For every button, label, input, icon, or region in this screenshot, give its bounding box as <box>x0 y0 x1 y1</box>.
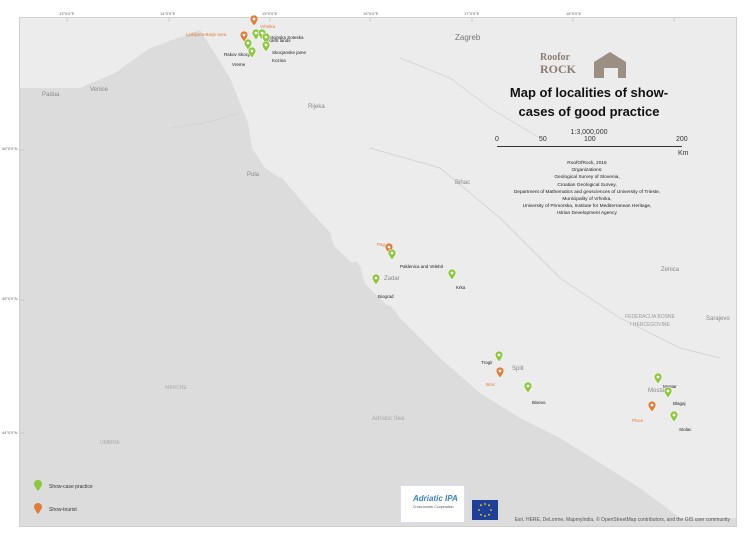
site-marker-pin-icon[interactable] <box>669 411 679 423</box>
credits: RoofOfRock, 2015 Organizations: Geologic… <box>492 160 682 218</box>
island <box>360 268 395 306</box>
site-marker-label: Pag <box>377 242 386 247</box>
border-line <box>369 147 721 359</box>
site-marker-label: Brac <box>486 382 496 387</box>
credit-line: Department of Mathematics and geoscience… <box>513 189 661 195</box>
map-title: Map of localities of show-cases of good … <box>509 85 669 119</box>
lat-label: 45°0'0"N <box>2 296 18 301</box>
site-marker-pin-icon[interactable] <box>247 47 257 59</box>
island <box>540 403 605 422</box>
lat-label: 46°0'0"N <box>2 146 18 151</box>
lon-label: 13°0'0"E <box>59 11 75 16</box>
legend-tourist-pin-icon <box>34 503 42 514</box>
site-marker-pin-icon[interactable] <box>494 351 504 363</box>
ipa-tagline: Cross-border Cooperation <box>413 505 454 509</box>
credit-line: Municipality of Vrhnika, <box>562 197 612 203</box>
site-marker-pin-icon[interactable] <box>387 249 397 261</box>
legend-tourist-label: Show-tourist <box>49 507 77 513</box>
place-zagreb: Zagreb <box>455 33 481 42</box>
eu-flag-icon <box>472 500 498 520</box>
site-marker-label: Vreme <box>232 62 246 67</box>
place-zenica: Zenica <box>661 267 680 273</box>
scale-ratio: 1:3,000,000 <box>570 129 608 136</box>
credit-line: Geological Survey of Slovenia, <box>554 175 620 181</box>
site-marker-pin-icon[interactable] <box>653 373 663 385</box>
site-marker-label: Paklenica and Velebit <box>400 264 444 269</box>
legend-case-label: Show-case practice <box>49 484 93 490</box>
ipa-programme: Adriatic IPA <box>413 494 458 503</box>
logo-rock: ROCK <box>540 62 576 76</box>
site-marker-label: Trogir <box>481 360 493 365</box>
site-marker-label: Ljubljana-Barje area <box>186 32 227 37</box>
place-sarajevo: Sarajevo <box>706 316 730 322</box>
scale-bar <box>497 146 682 151</box>
place-marche: MARCHE <box>165 385 187 391</box>
basemap <box>20 18 736 526</box>
attribution: Esri, HERE, DeLorme, MapmyIndia, © OpenS… <box>514 517 730 523</box>
lon-label: 15°0'0"E <box>262 11 278 16</box>
adriatic-ipa-logo: Adriatic IPA Cross-border Cooperation <box>400 485 465 523</box>
site-marker-label: Karst lands <box>268 38 291 43</box>
border-line <box>169 112 241 129</box>
site-marker-pin-icon[interactable] <box>447 269 457 281</box>
credit-line: RoofOfRock, 2015 <box>567 161 607 166</box>
site-marker-label: Krka <box>456 285 466 290</box>
site-marker-label: Skocjanske jame <box>272 50 307 55</box>
place-padua: Padua <box>42 92 60 98</box>
site-marker-label: Bisevo <box>532 400 546 405</box>
istria <box>230 78 295 178</box>
place-fbih: FEDERACIJA BOSNE I HERCEGOVINE <box>625 314 675 328</box>
place-pula: Pula <box>247 172 260 178</box>
place-umbria: UMBRIA <box>100 440 120 446</box>
lon-label: 18°0'0"E <box>566 11 582 16</box>
adriatic-sea-area <box>20 30 736 526</box>
island <box>310 188 330 223</box>
roofor-rock-logo-icon <box>594 52 626 78</box>
island <box>330 233 358 263</box>
site-marker-label: Kozina <box>272 58 286 63</box>
site-marker-label: Vrhnika <box>260 24 276 29</box>
place-bihac: Bihac <box>455 180 471 186</box>
border-line <box>399 57 541 139</box>
scale-tick: 0 <box>495 136 499 143</box>
place-adriatic-sea: Adriatic Sea <box>372 416 405 422</box>
site-marker-label: Postojnska Soteska <box>264 35 304 40</box>
site-marker-pin-icon[interactable] <box>523 382 533 394</box>
place-venice: Venice <box>90 87 109 93</box>
site-marker-label: Ploce <box>632 418 644 423</box>
place-rijeka: Rijeka <box>308 104 325 110</box>
scale-tick: 50 <box>539 136 547 143</box>
lat-label: 44°0'0"N <box>2 430 18 435</box>
site-marker-label: Mostar <box>663 384 677 389</box>
credit-line: Organizations: <box>571 168 603 174</box>
lon-label: 14°0'0"E <box>160 11 176 16</box>
site-marker-pin-icon[interactable] <box>647 401 657 413</box>
legend-case-pin-icon <box>34 480 42 491</box>
place-zadar: Zadar <box>384 276 400 282</box>
scale-tick: 200 <box>676 136 688 143</box>
site-marker-pin-icon[interactable] <box>249 15 259 27</box>
credit-line: Croatian Geological Survey, <box>557 182 617 188</box>
site-marker-pin-icon[interactable] <box>261 41 271 53</box>
map-frame[interactable] <box>19 17 737 527</box>
place-split: Split <box>512 366 524 372</box>
scale-tick: 100 <box>584 136 596 143</box>
graticule-ticks <box>20 18 675 434</box>
site-marker-label: Biograd <box>378 294 394 299</box>
site-marker-pin-icon[interactable] <box>495 367 505 379</box>
site-marker-pin-icon[interactable] <box>371 274 381 286</box>
title-panel: Map of localities of show-cases of good … <box>494 83 684 136</box>
lon-label: 16°0'0"E <box>363 11 379 16</box>
site-marker-label: Stolac <box>679 427 692 432</box>
credit-line: University of Primorska, Institute for M… <box>522 204 652 210</box>
site-marker-label: Rakov Skocjan <box>224 52 255 57</box>
credit-line: Istrian Development Agency <box>557 211 617 217</box>
lon-label: 17°0'0"E <box>464 11 480 16</box>
scale-unit: Km <box>678 150 689 157</box>
site-marker-label: Blagaj <box>673 401 686 406</box>
place-mostar: Mostar <box>648 388 667 394</box>
logo-roofor: Roofor <box>540 52 570 63</box>
site-marker-pin-icon[interactable] <box>663 387 673 399</box>
